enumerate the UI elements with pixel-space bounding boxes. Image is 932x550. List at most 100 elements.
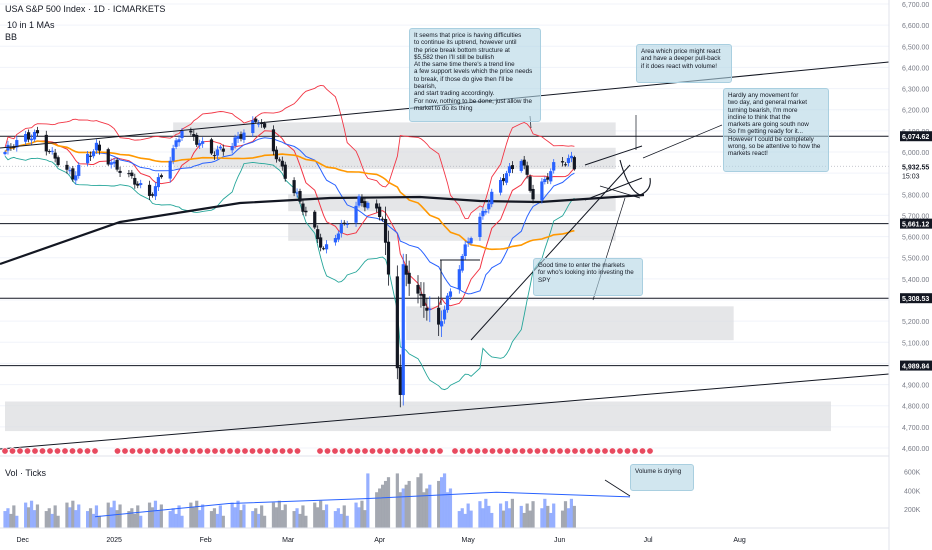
moving-averages — [0, 130, 645, 311]
indicator-bb-label[interactable]: BB — [5, 32, 18, 42]
candle-body — [27, 132, 31, 140]
candle-body — [478, 216, 482, 237]
symbol-title[interactable]: USA S&P 500 Index · 1D · ICMARKETS — [5, 4, 166, 14]
time-tick-label: 2025 — [106, 537, 122, 544]
candle-body — [566, 158, 571, 164]
event-flag-marker — [496, 447, 504, 455]
event-flag-marker — [61, 447, 69, 455]
candle-body — [15, 140, 19, 148]
volume-bar — [499, 503, 503, 528]
volume-bar — [257, 513, 261, 528]
volume-bar — [366, 473, 370, 528]
event-flag-marker — [391, 447, 399, 455]
event-flag-marker — [436, 447, 444, 455]
event-flag-marker — [23, 447, 31, 455]
bollinger-bands — [4, 84, 575, 391]
price-tick-label: 5,600.00 — [902, 235, 929, 242]
note-volume-drying[interactable]: Volume is drying — [630, 464, 694, 491]
candle-body — [463, 244, 467, 257]
candle-body — [363, 201, 367, 208]
note-bullish-structure[interactable]: It seems that price is having difficulti… — [409, 28, 541, 122]
candle-body — [118, 170, 122, 173]
volume-bar — [404, 484, 408, 528]
candle-body — [209, 139, 214, 154]
candle-body — [316, 229, 320, 240]
volume-bar — [198, 510, 202, 528]
volume-bar — [354, 502, 358, 528]
volume-bar — [130, 508, 134, 528]
volume-bar — [32, 510, 37, 528]
candle-body — [280, 160, 284, 167]
callout-line-volume — [604, 479, 631, 497]
volume-bar — [440, 477, 444, 528]
event-flag-marker — [368, 447, 376, 455]
volume-bar — [313, 502, 317, 528]
volume-bar — [53, 505, 57, 528]
candle-body — [257, 123, 261, 125]
bb-lower-band — [4, 155, 575, 391]
candle-body — [283, 164, 287, 179]
volume-bar — [416, 477, 420, 528]
price-tick-label: 5,100.00 — [902, 340, 929, 347]
event-flag-marker — [234, 447, 242, 455]
volume-bar — [212, 508, 217, 528]
event-markers — [1, 447, 654, 455]
volume-bar — [549, 512, 553, 528]
candle-body — [218, 146, 222, 149]
candle-body — [386, 241, 391, 275]
note-pullback-area[interactable]: Area which price might react and have a … — [636, 44, 732, 83]
event-flag-marker — [571, 447, 579, 455]
volume-bar — [263, 515, 267, 528]
event-flag-marker — [31, 447, 39, 455]
volume-bar — [448, 488, 453, 528]
candle-body — [115, 159, 119, 170]
event-flag-marker — [346, 447, 354, 455]
price-zone — [5, 401, 831, 432]
time-tick-label: Aug — [733, 537, 746, 544]
price-tick-label: 6,200.00 — [902, 108, 929, 115]
volume-pane-label[interactable]: Vol · Ticks — [5, 468, 47, 478]
channel-support-line — [470, 164, 631, 341]
candle-body — [127, 173, 131, 175]
event-flag-marker — [189, 447, 197, 455]
event-flag-marker — [286, 447, 294, 455]
price-zone — [173, 122, 616, 136]
candle-body — [442, 309, 447, 320]
volume-bar — [333, 511, 337, 528]
indicator-mas-label[interactable]: 10 in 1 MAs — [7, 20, 55, 30]
note-entry-opportunity[interactable]: Good time to enter the markets for who's… — [533, 258, 643, 296]
volume-bar — [35, 504, 40, 528]
candle-body — [510, 165, 514, 170]
candle-body — [277, 159, 281, 161]
note-bearish-outlook[interactable]: Hardly any movement for two day, and gen… — [723, 88, 829, 172]
candlesticks — [3, 116, 576, 408]
price-axis[interactable]: 6,700.00 6,600.00 6,500.00 6,400.00 6,300.00… — [900, 2, 932, 453]
candle-body — [274, 149, 278, 160]
candle-body — [395, 276, 399, 369]
volume-bar — [242, 504, 246, 528]
candle-body — [215, 149, 219, 156]
candle-body — [416, 284, 420, 294]
candle-body — [360, 197, 364, 204]
candle-body — [97, 144, 101, 151]
candle-body — [560, 161, 565, 163]
event-flag-marker — [518, 447, 526, 455]
event-flag-marker — [406, 447, 414, 455]
volume-bar — [301, 505, 305, 528]
price-tick-label: 5,500.00 — [902, 256, 929, 263]
time-tick-label: Feb — [200, 537, 212, 544]
candle-body — [504, 173, 509, 183]
volume-bar — [322, 510, 326, 528]
event-flag-marker — [398, 447, 406, 455]
volume-bar — [375, 492, 379, 528]
event-flag-marker — [601, 447, 609, 455]
volume-bar — [109, 507, 113, 528]
volume-axis[interactable]: 600K 400K 200K — [904, 470, 921, 515]
candle-body — [531, 188, 535, 200]
time-axis[interactable]: Dec 2025 Feb Mar Apr May Jun Jul Aug — [16, 537, 745, 544]
candle-body — [345, 223, 349, 225]
candle-body — [230, 146, 234, 151]
volume-bar — [437, 480, 441, 528]
horizontal-levels[interactable] — [0, 135, 889, 367]
volume-bar — [136, 505, 140, 528]
